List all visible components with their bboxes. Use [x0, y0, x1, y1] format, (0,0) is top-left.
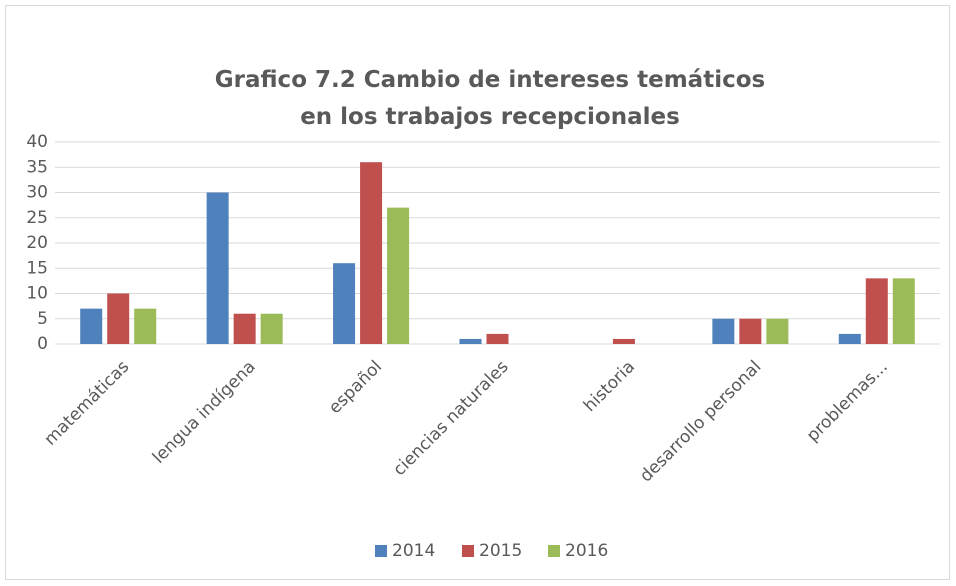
bar [333, 263, 356, 344]
bar [233, 313, 256, 344]
bar [80, 308, 103, 344]
chart-border [5, 5, 950, 580]
bar [739, 318, 762, 344]
bar [387, 207, 410, 344]
legend-label: 2016 [565, 541, 608, 561]
y-tick-label: 5 [37, 309, 48, 329]
bar [107, 293, 130, 344]
bar [766, 318, 789, 344]
legend-swatch [462, 545, 474, 557]
y-tick-label: 10 [26, 284, 48, 304]
bar [612, 338, 635, 344]
chart-title: Grafico 7.2 Cambio de intereses temático… [214, 67, 766, 130]
legend-label: 2014 [392, 541, 435, 561]
bar [206, 192, 229, 344]
bar [865, 278, 888, 344]
bar [712, 318, 735, 344]
legend-swatch [375, 545, 387, 557]
y-tick-label: 30 [26, 183, 48, 203]
bar [486, 333, 509, 344]
legend-label: 2015 [479, 541, 522, 561]
y-tick-label: 20 [26, 233, 48, 253]
y-tick-label: 35 [26, 157, 48, 177]
legend-swatch [548, 545, 560, 557]
bar [459, 338, 482, 344]
bar [838, 333, 861, 344]
bar [360, 162, 383, 344]
y-tick-label: 15 [26, 258, 48, 278]
y-tick-label: 25 [26, 208, 48, 228]
y-tick-label: 0 [37, 334, 48, 354]
bar [260, 313, 283, 344]
bar [892, 278, 915, 344]
bar [134, 308, 157, 344]
y-tick-label: 40 [26, 132, 48, 152]
